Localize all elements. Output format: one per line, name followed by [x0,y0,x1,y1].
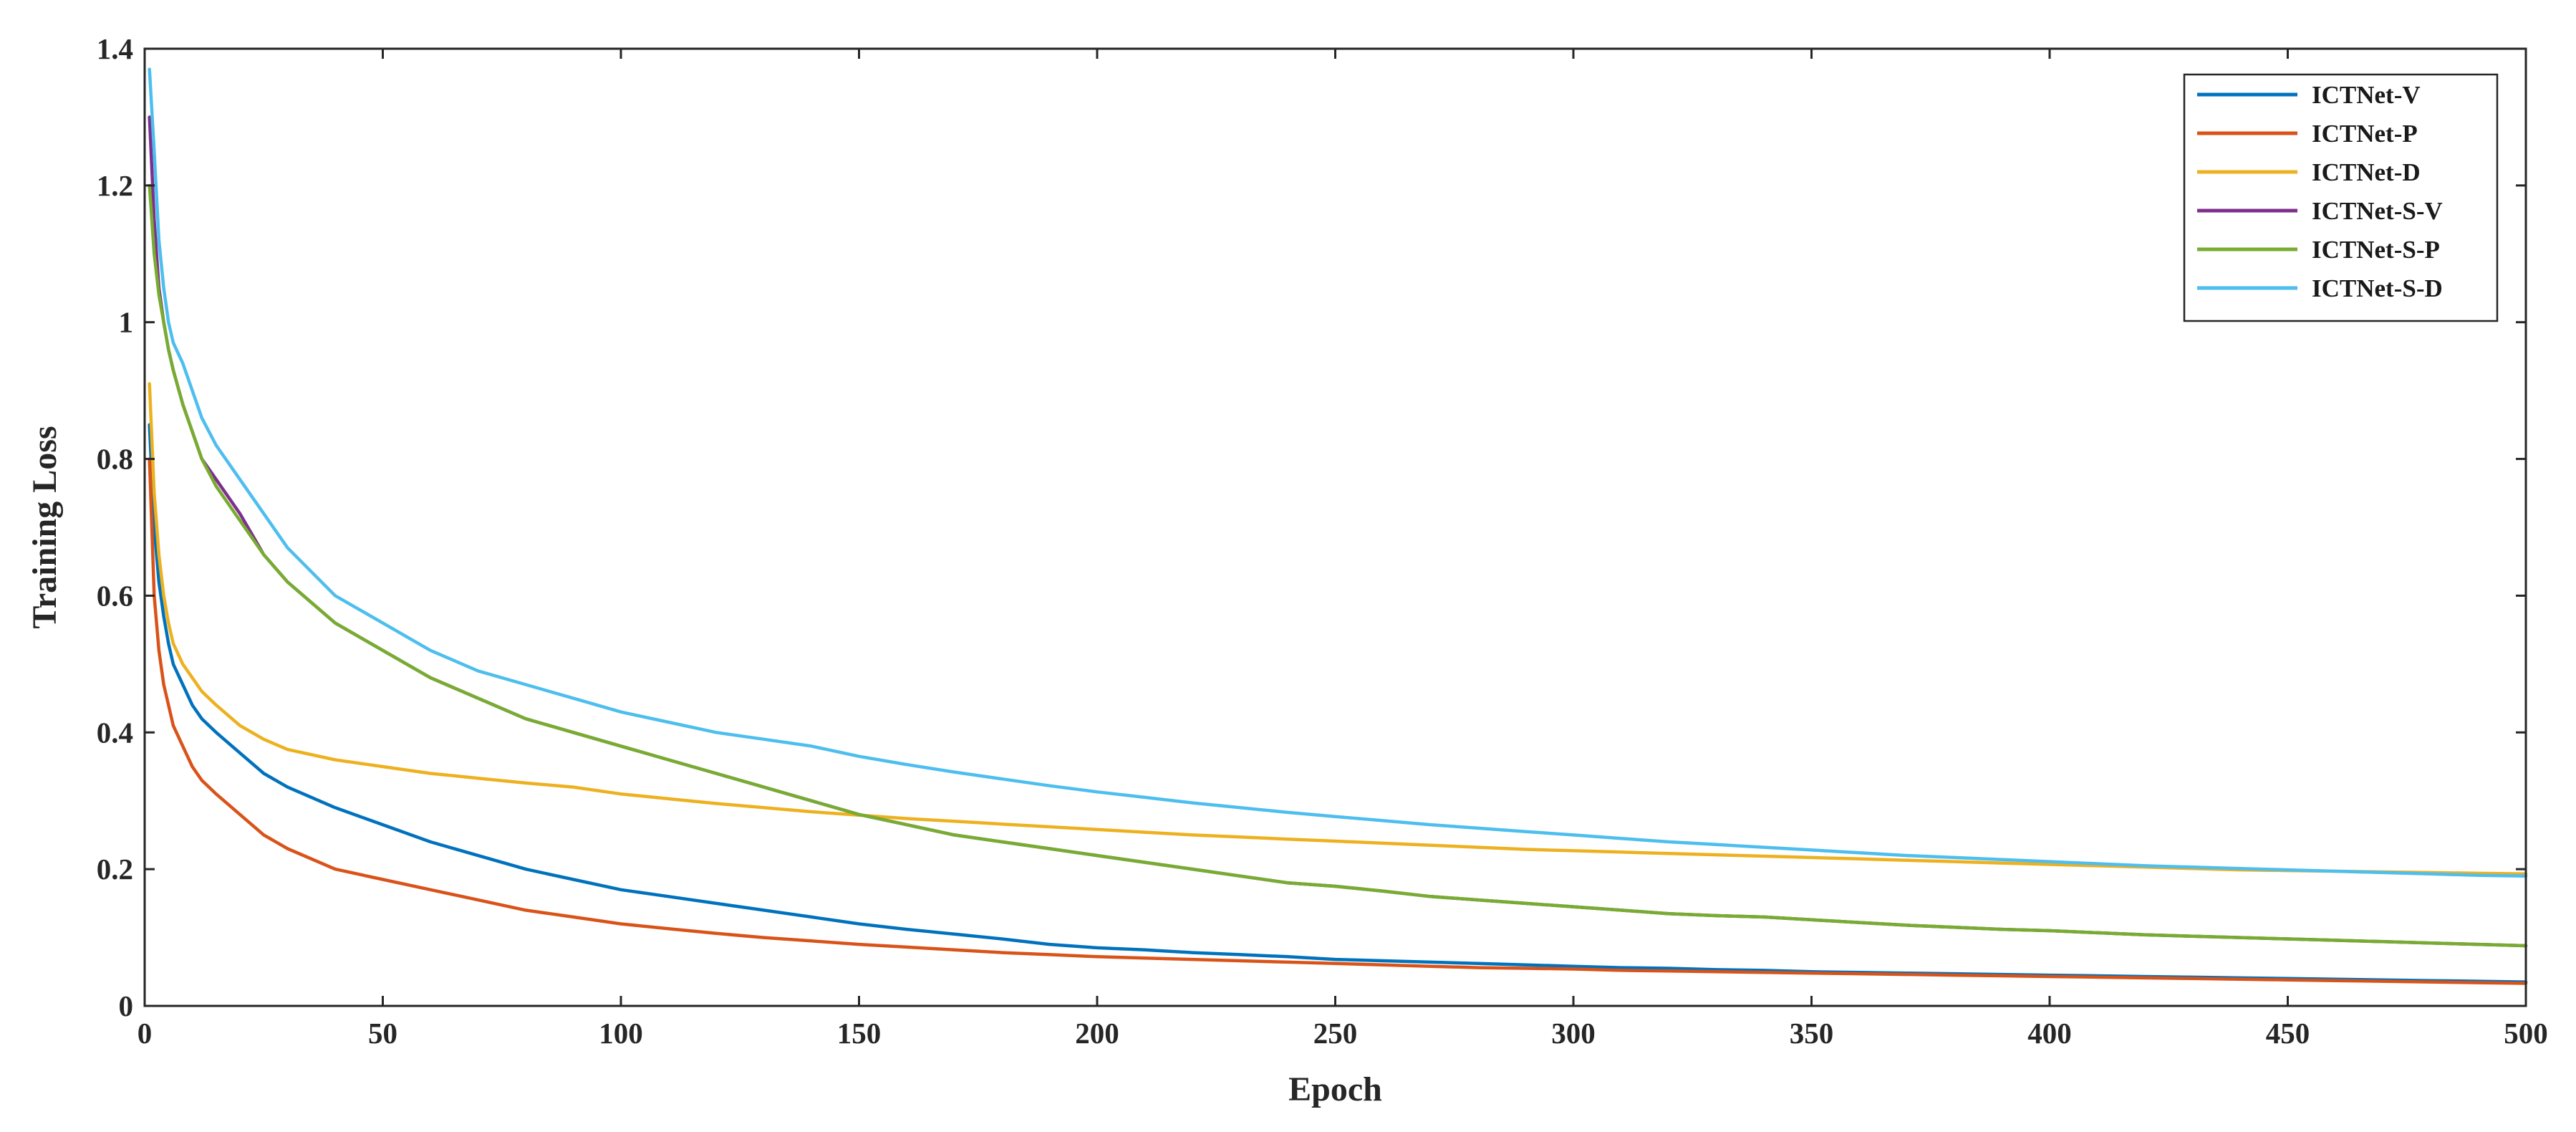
x-axis-label: Epoch [1288,1070,1382,1108]
x-tick-label: 100 [599,1017,643,1050]
legend-label: ICTNet-P [2312,120,2418,148]
x-tick-label: 250 [1313,1017,1358,1050]
legend-label: ICTNet-D [2312,158,2421,186]
legend-label: ICTNet-V [2312,81,2421,109]
x-tick-label: 450 [2266,1017,2310,1050]
y-tick-label: 0.6 [97,579,133,612]
x-tick-label: 0 [138,1017,153,1050]
x-tick-label: 200 [1075,1017,1119,1050]
legend-box [2183,73,2499,322]
x-tick-label: 150 [837,1017,882,1050]
x-tick-label: 500 [2504,1017,2548,1050]
y-tick-label: 1 [119,306,134,339]
y-tick-label: 0.8 [97,443,133,476]
series-line-ictnet-p [148,457,2528,985]
x-tick-label: 50 [368,1017,397,1050]
legend-label: ICTNet-S-V [2312,197,2443,225]
x-tick-label: 400 [2027,1017,2072,1050]
series-line-ictnet-d [148,382,2528,876]
y-tick-label: 1.4 [97,32,133,65]
series-line-ictnet-s-d [148,67,2528,878]
axis-ticks: 0 50 100 150 200 250 300 350 400 450 500 0 0.2 0.4 0.6… [97,32,2548,1050]
legend: ICTNet-V ICTNet-P ICTNet-D ICTNet-S-V ICTNet… [2183,73,2499,322]
x-tick-label: 300 [1551,1017,1596,1050]
plot-area [148,67,2528,985]
y-tick-label: 0.4 [97,716,133,749]
legend-label: ICTNet-S-P [2312,236,2440,264]
series-line-ictnet-s-p [148,183,2528,948]
y-axis-label: Training Loss [26,426,64,628]
legend-label: ICTNet-S-D [2312,274,2443,302]
y-tick-label: 0.2 [97,853,133,886]
x-tick-label: 350 [1790,1017,1834,1050]
y-tick-label: 0 [119,989,134,1022]
y-tick-label: 1.2 [97,169,133,202]
